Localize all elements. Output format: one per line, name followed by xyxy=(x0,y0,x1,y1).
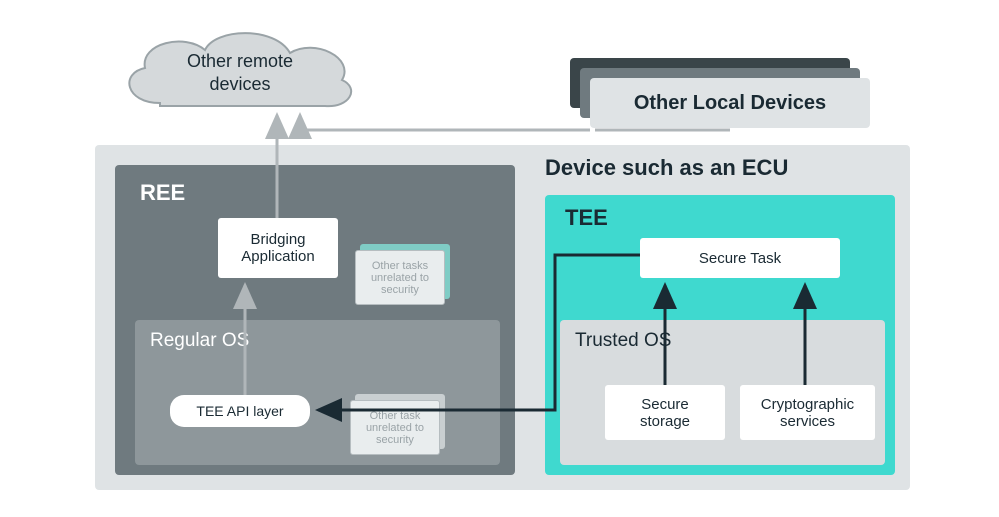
other-local-label: Other Local Devices xyxy=(634,92,826,115)
secure-task-label: Secure Task xyxy=(699,250,781,267)
regular-os-title: Regular OS xyxy=(150,330,249,352)
bridging-label: Bridging Application xyxy=(241,231,314,265)
ghost2-label: Other task unrelated to security xyxy=(366,410,424,446)
cloud-label: Other remote devices xyxy=(170,50,310,95)
trusted-os-title: Trusted OS xyxy=(575,330,671,352)
secure-storage-label: Secure storage xyxy=(640,396,690,430)
tee-api-label: TEE API layer xyxy=(196,403,283,419)
ree-title: REE xyxy=(140,180,185,206)
tee-title: TEE xyxy=(565,205,608,231)
ghost1-label: Other tasks unrelated to security xyxy=(371,260,429,296)
tee-api-layer: TEE API layer xyxy=(170,395,310,427)
ghost1: Other tasks unrelated to security xyxy=(355,250,445,305)
crypto-label: Cryptographic services xyxy=(761,396,854,430)
device-title: Device such as an ECU xyxy=(545,155,788,181)
secure-storage: Secure storage xyxy=(605,385,725,440)
other-local-devices: Other Local Devices xyxy=(590,78,870,128)
ghost2: Other task unrelated to security xyxy=(350,400,440,455)
secure-task: Secure Task xyxy=(640,238,840,278)
bridging-application: Bridging Application xyxy=(218,218,338,278)
crypto-services: Cryptographic services xyxy=(740,385,875,440)
